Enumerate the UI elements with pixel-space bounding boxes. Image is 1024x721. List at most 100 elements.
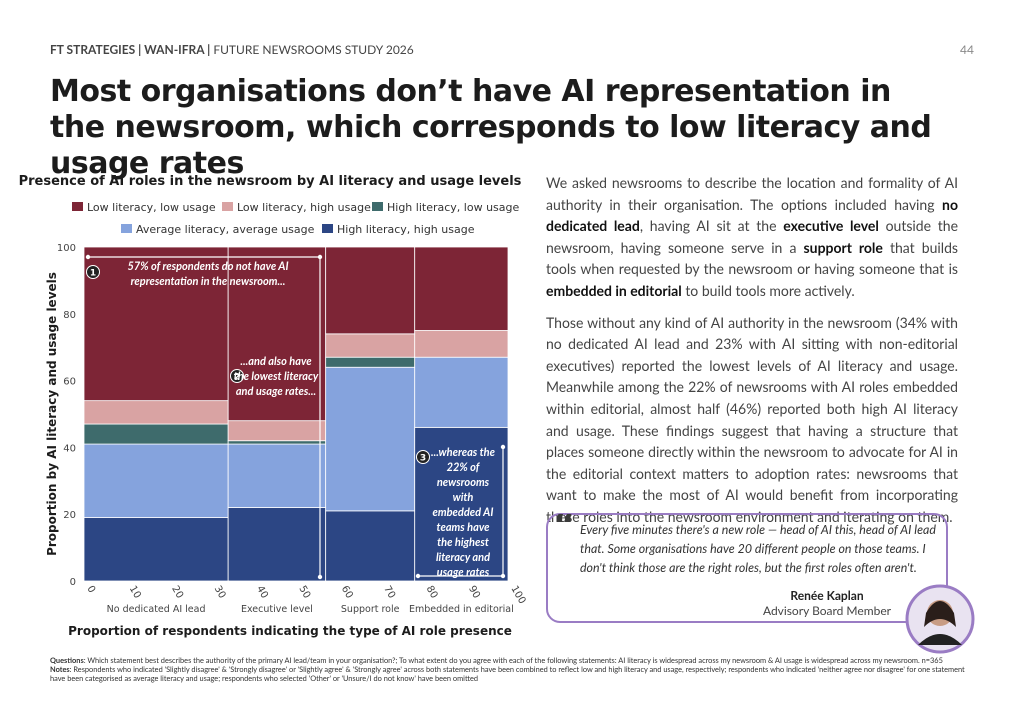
bold-text: no dedicated lead	[546, 195, 958, 235]
chart-title: Presence of AI roles in the newsroom by …	[19, 174, 522, 189]
y-axis-label: Proportion by AI literacy and usage leve…	[45, 272, 59, 556]
x-tick-label: 80	[424, 584, 440, 601]
brand: FT STRATEGIES | WAN-IFRA |	[50, 42, 211, 57]
footnotes: Questions: Which statement best describe…	[50, 656, 980, 683]
bracket-end	[317, 254, 323, 260]
legend-swatch	[72, 202, 83, 211]
quote-name: Renée Kaplan	[790, 588, 864, 603]
bracket-end	[500, 573, 506, 579]
annotation-number: 1	[90, 269, 96, 279]
category-label: Embedded in editorial	[409, 604, 514, 615]
x-tick-label: 100	[508, 584, 527, 606]
page-number: 44	[960, 42, 974, 57]
annotation-number: 3	[420, 454, 426, 464]
annotation-text: ...and also have the lowest literacy and…	[233, 355, 319, 398]
study: FUTURE NEWSROOMS STUDY 2026	[213, 42, 414, 57]
y-tick-label: 100	[57, 243, 76, 254]
category-label: No dedicated AI lead	[107, 604, 206, 615]
segment	[325, 356, 416, 368]
segment	[83, 400, 229, 425]
y-tick-label: 40	[63, 443, 76, 454]
text: We asked newsrooms to describe the locat…	[546, 174, 958, 213]
legend-swatch	[372, 202, 383, 211]
legend-swatch	[322, 224, 333, 233]
annotation-badge	[86, 265, 100, 279]
bold-text: support role	[803, 238, 883, 256]
notes-label: Notes	[50, 665, 70, 674]
legend-swatch	[222, 202, 233, 211]
x-tick-label: 30	[212, 584, 228, 601]
portrait	[905, 584, 975, 654]
legend-label: Low literacy, high usage	[237, 201, 371, 214]
quote-text: Every five minutes there's a new role — …	[580, 522, 936, 575]
legend-label: High literacy, low usage	[387, 201, 519, 214]
annotation-text: ...whereas the 22% of newsrooms with emb…	[431, 446, 495, 579]
header: FT STRATEGIES | WAN-IFRA | FUTURE NEWSRO…	[50, 42, 414, 57]
notes: : Respondents who indicated 'Slightly di…	[50, 665, 965, 683]
annotation-number: 2	[234, 373, 240, 383]
questions-label: Questions	[50, 656, 84, 665]
x-tick-label: 20	[169, 584, 185, 601]
page-title: Most organisations don’t have AI represe…	[50, 74, 932, 181]
bold-text: embedded in editorial	[546, 281, 682, 299]
segment	[325, 246, 416, 335]
paragraph: Those without any kind of AI authority i…	[546, 312, 958, 528]
paragraph: We asked newsrooms to describe the locat…	[546, 172, 958, 302]
segment	[325, 510, 416, 582]
x-axis-label: Proportion of respondents indicating the…	[68, 624, 512, 638]
legend-label: Average literacy, average usage	[136, 223, 315, 236]
category-label: Support role	[341, 604, 400, 615]
bracket-end	[317, 574, 323, 580]
legend-swatch	[121, 224, 132, 233]
text: to build tools more actively.	[681, 281, 855, 299]
svg-text:“: “	[553, 514, 575, 538]
segment	[325, 366, 416, 512]
segment	[414, 426, 509, 582]
quote-role: Advisory Board Member	[762, 603, 892, 618]
quote-mark: “	[553, 514, 575, 538]
text: that builds tools when requested by the …	[546, 238, 958, 278]
y-tick-label: 0	[70, 577, 76, 588]
x-tick-label: 70	[381, 584, 397, 601]
text: Those without any kind of AI authority i…	[546, 313, 958, 525]
segment	[414, 246, 509, 331]
x-tick-label: 90	[466, 584, 482, 601]
segment	[414, 356, 509, 428]
x-tick-label: 40	[254, 584, 270, 601]
segment	[227, 443, 327, 508]
text: outside the newsroom, having someone ser…	[546, 217, 958, 256]
segment	[227, 246, 327, 422]
segment	[414, 330, 509, 358]
bold-text: executive level	[783, 217, 879, 235]
legend-label: High literacy, high usage	[337, 223, 475, 236]
annotation-badge	[416, 450, 430, 464]
questions: : Which statement best describes the aut…	[83, 656, 943, 665]
category-label: Executive level	[241, 604, 313, 615]
bracket-end	[415, 573, 421, 579]
segment	[83, 423, 229, 445]
annotation-text: 57% of respondents do not have AI repres…	[127, 260, 289, 288]
annotation-badge	[230, 369, 244, 383]
text: , having AI sit at the	[639, 217, 784, 235]
bracket-end	[85, 254, 91, 260]
segment	[325, 333, 416, 358]
y-tick-label: 20	[63, 510, 76, 521]
segment	[83, 517, 229, 582]
bracket-end	[500, 444, 506, 450]
segment	[83, 443, 229, 518]
x-tick-label: 0	[84, 584, 97, 595]
segment	[227, 420, 327, 442]
y-tick-label: 60	[63, 377, 76, 388]
quote-box	[546, 513, 948, 623]
body-text: We asked newsrooms to describe the locat…	[546, 172, 958, 538]
segment	[83, 246, 229, 402]
x-tick-label: 60	[339, 584, 355, 601]
y-tick-label: 80	[63, 310, 76, 321]
segment	[227, 440, 327, 445]
segment	[227, 507, 327, 582]
x-tick-label: 10	[127, 584, 143, 601]
legend-label: Low literacy, low usage	[87, 201, 216, 214]
x-tick-label: 50	[296, 584, 312, 601]
